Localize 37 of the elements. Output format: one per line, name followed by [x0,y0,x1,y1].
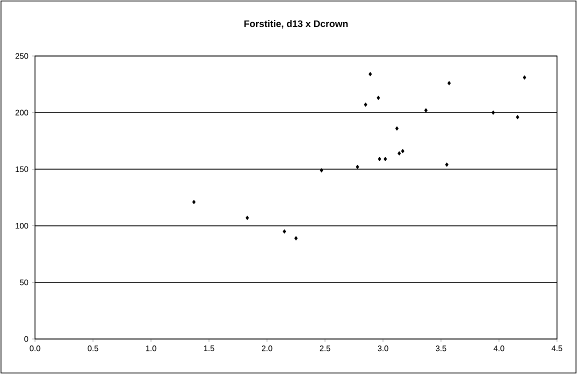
x-tick-label: 0.5 [88,346,98,352]
point [445,162,449,167]
x-tick-label: 1.0 [146,346,156,352]
x-tick-label: 4.0 [494,346,504,352]
x-tick-label: 4.5 [552,346,562,352]
point [522,75,526,80]
point [356,164,360,170]
point [401,148,404,154]
y-tick-label: 0 [24,336,28,342]
y-tick-label: 100 [16,222,28,229]
point [492,110,495,115]
point [246,216,249,220]
x-tick-label: 3.5 [436,346,446,352]
chart-title: Forstitie, d13 x Dcrown [244,20,348,28]
y-tick-label: 200 [16,110,28,116]
x-tick-label: 2.0 [262,346,272,352]
point [378,156,382,162]
y-tick-label: 250 [16,53,28,59]
point [364,102,368,107]
point [294,236,298,240]
point [320,168,324,173]
x-tick-label: 0.0 [30,346,40,352]
point [424,108,428,113]
point [282,229,286,234]
point [395,126,399,131]
x-tick-label: 1.5 [204,346,214,352]
x-tick-label: 3.0 [378,346,388,352]
point [398,151,401,156]
point [368,72,372,76]
point [376,96,380,100]
point [384,156,388,162]
y-tick-label: 50 [20,280,28,286]
point [192,200,196,204]
x-tick-label: 2.5 [320,346,330,352]
point [516,114,520,120]
point [447,80,451,86]
y-tick-label: 150 [16,166,28,172]
